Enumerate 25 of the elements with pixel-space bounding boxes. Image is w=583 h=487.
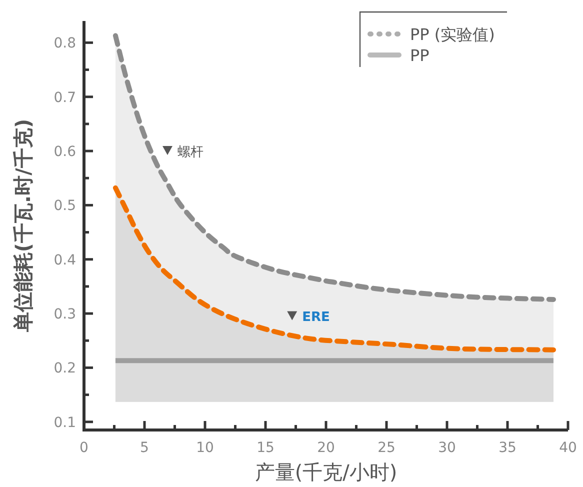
y-tick-label: 0.4 bbox=[54, 252, 76, 268]
x-tick-label: 25 bbox=[378, 440, 396, 456]
x-tick-label: 10 bbox=[196, 440, 214, 456]
x-tick-label: 35 bbox=[498, 440, 516, 456]
y-tick-label: 0.3 bbox=[54, 306, 76, 323]
y-tick-label: 0.5 bbox=[54, 198, 76, 214]
y-tick-label: 0.1 bbox=[54, 414, 76, 431]
y-tick-label: 0.6 bbox=[54, 144, 76, 160]
annotation: 螺杆 bbox=[177, 145, 204, 160]
x-tick-label: 15 bbox=[256, 440, 274, 456]
x-tick-label: 40 bbox=[559, 440, 577, 456]
annotation: 螺杆 bbox=[162, 145, 204, 160]
legend-label: PP bbox=[410, 46, 430, 65]
x-tick-label: 20 bbox=[317, 440, 335, 456]
annotation: ERE bbox=[302, 310, 330, 326]
y-tick-label: 0.8 bbox=[54, 36, 76, 52]
y-tick-label: 0.7 bbox=[54, 90, 76, 106]
y-tick-label: 0.2 bbox=[54, 360, 76, 377]
annotation: ERE bbox=[287, 310, 330, 326]
x-tick-label: 5 bbox=[140, 440, 149, 456]
x-axis-title: 产量(千克/小时) bbox=[254, 460, 398, 484]
x-tick-label: 30 bbox=[438, 440, 456, 456]
y-axis-title: 单位能耗(千瓦.时/千克) bbox=[11, 118, 35, 334]
legend-label: PP (实验值) bbox=[410, 25, 495, 44]
x-tick-label: 0 bbox=[80, 440, 88, 456]
